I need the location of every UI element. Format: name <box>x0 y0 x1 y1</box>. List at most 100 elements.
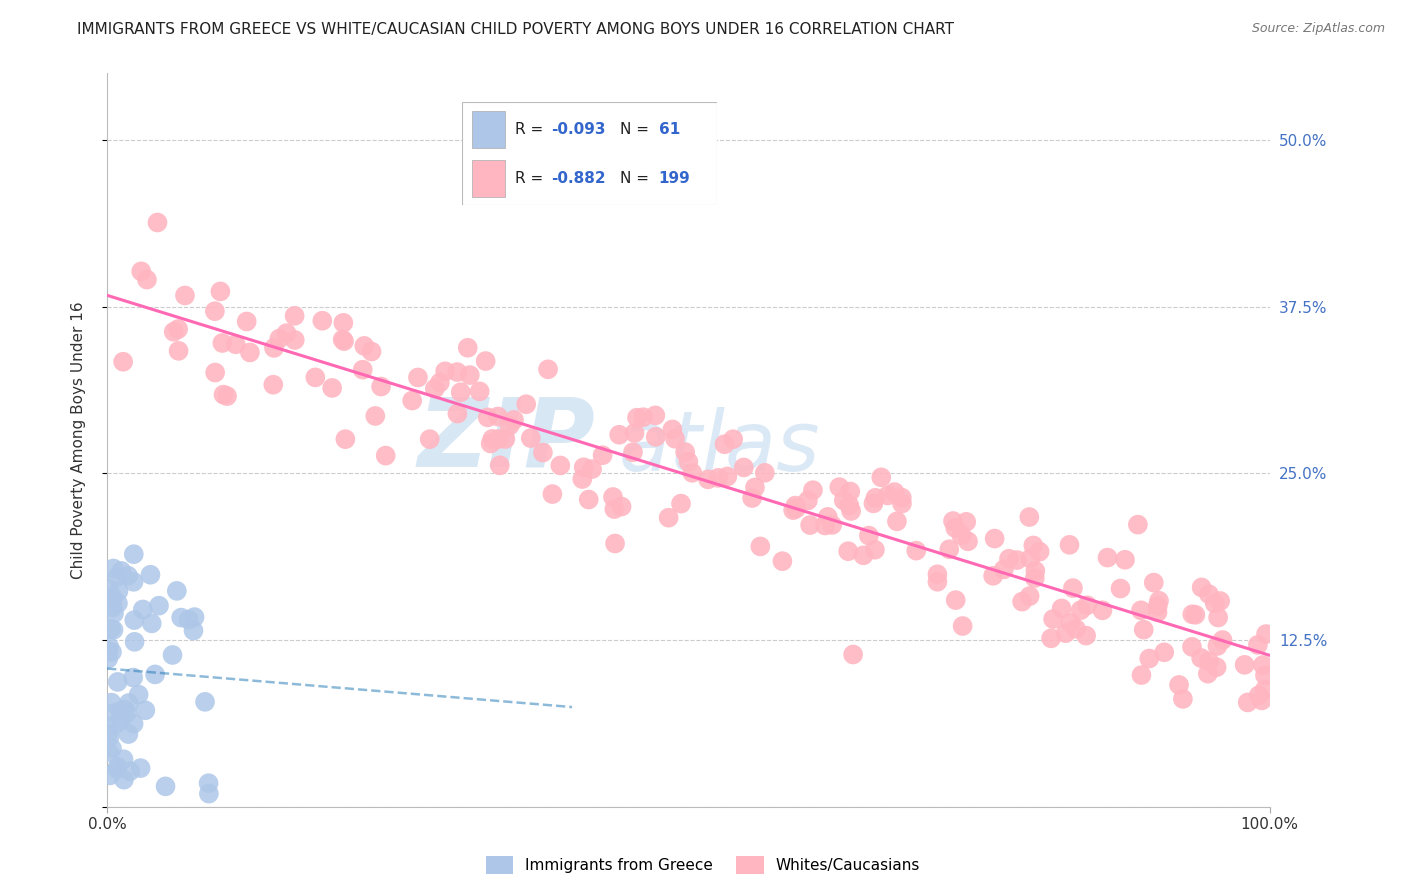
Point <box>107 596 129 610</box>
Point <box>1206 610 1229 624</box>
Point <box>494 432 516 446</box>
Point <box>239 345 262 359</box>
Point <box>1022 538 1045 552</box>
Point <box>163 325 186 339</box>
Point <box>541 487 564 501</box>
Point <box>658 510 681 524</box>
Point <box>862 496 884 510</box>
Point <box>1198 654 1220 668</box>
Point <box>1018 589 1040 603</box>
Point <box>1197 666 1219 681</box>
Point <box>98 768 121 782</box>
Point <box>98 640 121 654</box>
Point <box>105 762 128 776</box>
Point <box>401 393 423 408</box>
Point <box>488 432 510 446</box>
Point <box>423 382 446 396</box>
Point <box>876 488 898 502</box>
Point <box>891 496 914 510</box>
Point <box>167 343 190 358</box>
Y-axis label: Child Poverty Among Boys Under 16: Child Poverty Among Boys Under 16 <box>72 301 86 579</box>
Point <box>952 619 974 633</box>
Point <box>146 215 169 229</box>
Point <box>1250 693 1272 707</box>
Point <box>832 493 855 508</box>
Point <box>101 600 124 615</box>
Point <box>1247 688 1270 702</box>
Point <box>101 592 124 607</box>
Point <box>1130 603 1153 617</box>
Point <box>785 501 807 516</box>
Point <box>1019 551 1042 566</box>
Point <box>139 567 162 582</box>
Point <box>107 674 129 689</box>
Point <box>799 518 821 533</box>
Point <box>262 377 284 392</box>
Point <box>678 455 700 469</box>
Point <box>170 610 193 624</box>
Text: atlas: atlas <box>619 407 820 488</box>
Point <box>905 543 928 558</box>
Point <box>942 514 965 528</box>
Point <box>98 730 121 744</box>
Point <box>332 316 354 330</box>
Point <box>212 387 235 401</box>
Point <box>1054 626 1077 640</box>
Point <box>429 376 451 390</box>
Point <box>837 544 859 558</box>
Point <box>581 462 603 476</box>
Point <box>162 648 184 662</box>
Point <box>155 780 177 794</box>
Point <box>1254 627 1277 641</box>
Point <box>204 366 226 380</box>
Point <box>117 568 139 582</box>
Point <box>100 622 122 636</box>
Point <box>741 491 763 505</box>
Point <box>136 272 159 286</box>
Point <box>1211 633 1233 648</box>
Point <box>890 491 912 505</box>
Point <box>488 458 510 473</box>
Point <box>602 490 624 504</box>
Point <box>865 491 887 505</box>
Point <box>520 431 543 445</box>
Text: Source: ZipAtlas.com: Source: ZipAtlas.com <box>1251 22 1385 36</box>
Point <box>450 385 472 400</box>
Point <box>1247 638 1270 652</box>
Point <box>129 761 152 775</box>
Point <box>607 427 630 442</box>
Point <box>870 470 893 484</box>
Point <box>838 498 860 512</box>
Point <box>713 437 735 451</box>
Point <box>1018 510 1040 524</box>
Point <box>406 370 429 384</box>
Point <box>101 591 124 605</box>
Point <box>633 410 655 425</box>
Point <box>360 344 382 359</box>
Point <box>477 410 499 425</box>
Point <box>664 432 686 446</box>
Point <box>644 430 666 444</box>
Point <box>707 471 730 485</box>
Point <box>374 449 396 463</box>
Point <box>1153 645 1175 659</box>
Point <box>110 714 132 728</box>
Point <box>479 436 502 450</box>
Point <box>141 616 163 631</box>
Point <box>1109 582 1132 596</box>
Point <box>124 635 146 649</box>
Point <box>101 741 124 756</box>
Point <box>114 702 136 716</box>
Point <box>211 336 233 351</box>
Point <box>166 583 188 598</box>
Point <box>839 504 862 518</box>
Point <box>626 410 648 425</box>
Point <box>669 497 692 511</box>
Point <box>673 445 696 459</box>
Point <box>927 574 949 589</box>
Point <box>578 492 600 507</box>
Point <box>571 472 593 486</box>
Point <box>983 532 1005 546</box>
Point <box>498 418 520 433</box>
Point <box>797 493 820 508</box>
